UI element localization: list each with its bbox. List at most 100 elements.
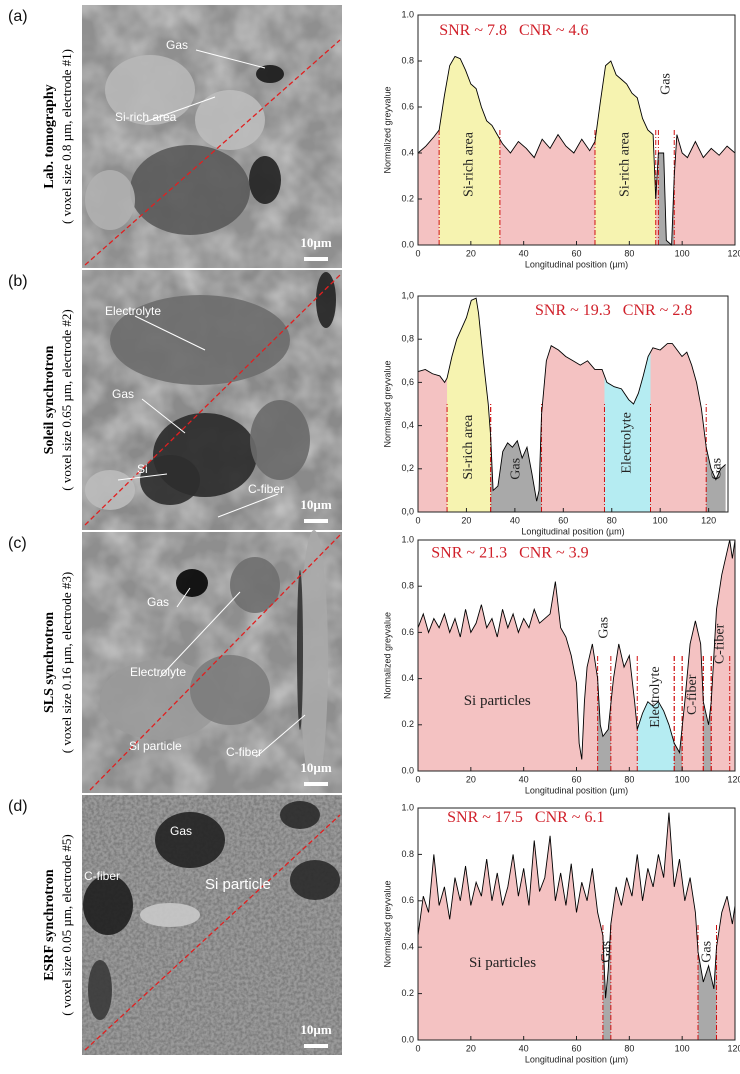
region-fill: [658, 56, 675, 245]
voxel-label: ( voxel size 0.65 µm, electrode #2): [59, 309, 74, 491]
region-fill: [682, 540, 704, 771]
feature-blob: [140, 903, 200, 927]
region-label: Si-rich area: [618, 131, 633, 197]
y-tick-label: 0.0: [401, 1034, 414, 1044]
scale-bar: [304, 519, 328, 523]
region-label: Gas: [508, 458, 523, 480]
y-tick-label: 1.0: [401, 9, 414, 19]
y-tick-label: 0.2: [401, 988, 414, 998]
feature-blob: [130, 145, 250, 235]
panel-letter: (a): [8, 8, 28, 25]
technique-label: SLS synchrotron: [42, 612, 57, 713]
region-label: Gas: [599, 941, 614, 963]
scale-bar-label: 10µm: [300, 760, 331, 775]
x-tick-label: 40: [519, 774, 529, 784]
scale-bar: [304, 782, 328, 786]
image-label: Si: [137, 462, 148, 476]
feature-blob: [300, 530, 328, 790]
region-fill: [703, 540, 712, 771]
x-tick-label: 40: [519, 248, 529, 258]
region-label: Electrolyte: [620, 412, 635, 473]
feature-blob: [316, 272, 336, 328]
region-fill: [594, 56, 656, 245]
snr-annotation: SNR ~ 19.3 CNR ~ 2.8: [535, 302, 692, 319]
profile-line: [89, 534, 341, 791]
x-tick-label: 60: [558, 515, 568, 525]
y-tick-label: 0.2: [401, 719, 414, 729]
x-tick-label: 20: [461, 515, 471, 525]
image-label: Si particle: [205, 876, 271, 893]
x-tick-label: 120: [727, 1043, 740, 1053]
image-label: Si-rich area: [115, 110, 177, 124]
x-tick-label: 120: [727, 248, 740, 258]
scale-bar-label: 10µm: [300, 497, 331, 512]
y-tick-label: 0.4: [401, 673, 414, 683]
image-label: C-fiber: [84, 869, 120, 883]
region-fill: [597, 540, 611, 771]
x-tick-label: 60: [571, 248, 581, 258]
image-label: C-fiber: [248, 482, 284, 496]
voxel-label: ( voxel size 0.16 µm, electrode #3): [59, 572, 74, 754]
x-axis-title: Longitudinal position (µm): [525, 1054, 628, 1064]
x-tick-label: 60: [571, 1043, 581, 1053]
region-label: Electrolyte: [648, 666, 663, 727]
feature-blob: [155, 812, 225, 868]
scale-bar: [304, 1044, 328, 1048]
profile-line: [84, 814, 341, 1051]
profile-line: [417, 812, 736, 999]
x-tick-label: 0: [415, 248, 420, 258]
y-tick-label: 0.8: [401, 55, 414, 65]
feature-blob: [230, 557, 280, 613]
region-fill: [637, 540, 675, 771]
feature-blob: [105, 55, 195, 125]
snr-annotation: SNR ~ 21.3 CNR ~ 3.9: [431, 545, 588, 562]
x-tick-label: 100: [675, 248, 690, 258]
snr-annotation: SNR ~ 7.8 CNR ~ 4.6: [439, 22, 588, 39]
region-fill: [439, 56, 500, 245]
feature-blob: [110, 295, 290, 385]
label-arrow: [195, 49, 266, 69]
y-tick-label: 0,4: [401, 420, 414, 430]
x-tick-label: 0: [415, 515, 420, 525]
y-tick-label: 0,2: [401, 463, 414, 473]
x-tick-label: 20: [466, 774, 476, 784]
scale-bar-label: 10µm: [300, 1022, 331, 1037]
profile-area: [418, 812, 735, 1040]
y-tick-label: 0,6: [401, 377, 414, 387]
y-tick-label: 0.8: [401, 849, 414, 859]
panel-letter: (c): [8, 535, 27, 552]
feature-blob: [85, 170, 135, 230]
x-tick-label: 40: [519, 1043, 529, 1053]
x-tick-label: 40: [510, 515, 520, 525]
region-fill: [602, 812, 611, 1040]
x-axis-title: Longitudinal position (µm): [521, 526, 624, 536]
image-label: Si particle: [129, 739, 182, 753]
image-label: Gas: [112, 387, 134, 401]
feature-blob: [249, 156, 281, 204]
y-tick-label: 0.6: [401, 895, 414, 905]
label-arrow: [159, 591, 241, 678]
x-axis-title: Longitudinal position (µm): [525, 785, 628, 795]
region-label: Gas: [699, 941, 714, 963]
technique-label: Lab. tomography: [42, 84, 57, 188]
feature-blob: [140, 455, 200, 505]
region-label: Si-rich area: [462, 131, 477, 197]
scale-bar-label: 10µm: [300, 235, 331, 250]
y-axis-title: Normalized greyvalue: [382, 360, 392, 447]
y-tick-label: 1.0: [401, 802, 414, 812]
bulk-label: Si particles: [464, 693, 531, 709]
x-tick-label: 80: [624, 774, 634, 784]
feature-blob: [250, 400, 310, 480]
technique-label: Soleil synchrotron: [42, 345, 57, 454]
y-tick-label: 0.4: [401, 942, 414, 952]
feature-blob: [280, 801, 320, 829]
profile-line: [417, 55, 736, 246]
label-arrow: [144, 96, 216, 123]
feature-blob: [100, 660, 220, 740]
x-tick-label: 80: [624, 248, 634, 258]
profile-line: [84, 39, 341, 266]
panel-letter: (b): [8, 273, 28, 290]
region-label: Gas: [659, 73, 674, 95]
x-tick-label: 20: [466, 248, 476, 258]
